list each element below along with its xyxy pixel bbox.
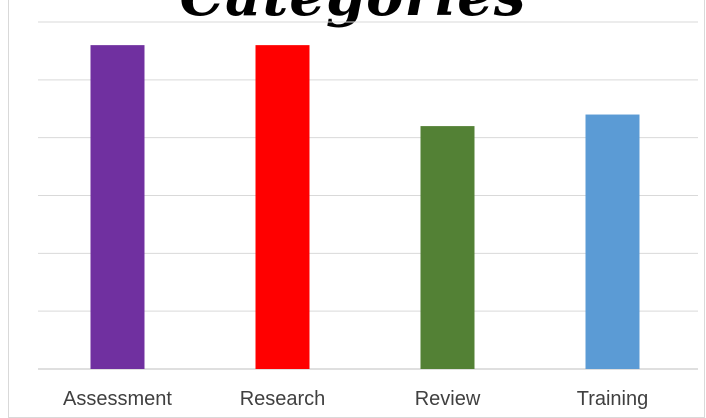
x-tick-label: Training [577, 388, 649, 410]
x-tick-label: Research [240, 388, 326, 410]
bar-training [585, 114, 640, 370]
bar-review [420, 126, 475, 369]
bar-assessment [90, 45, 145, 370]
x-tick-label: Review [415, 388, 481, 410]
x-tick-label: Assessment [63, 388, 172, 410]
x-axis-labels: Assessment Research Review Training [63, 388, 648, 410]
bars [90, 45, 640, 370]
bar-research [255, 45, 310, 370]
